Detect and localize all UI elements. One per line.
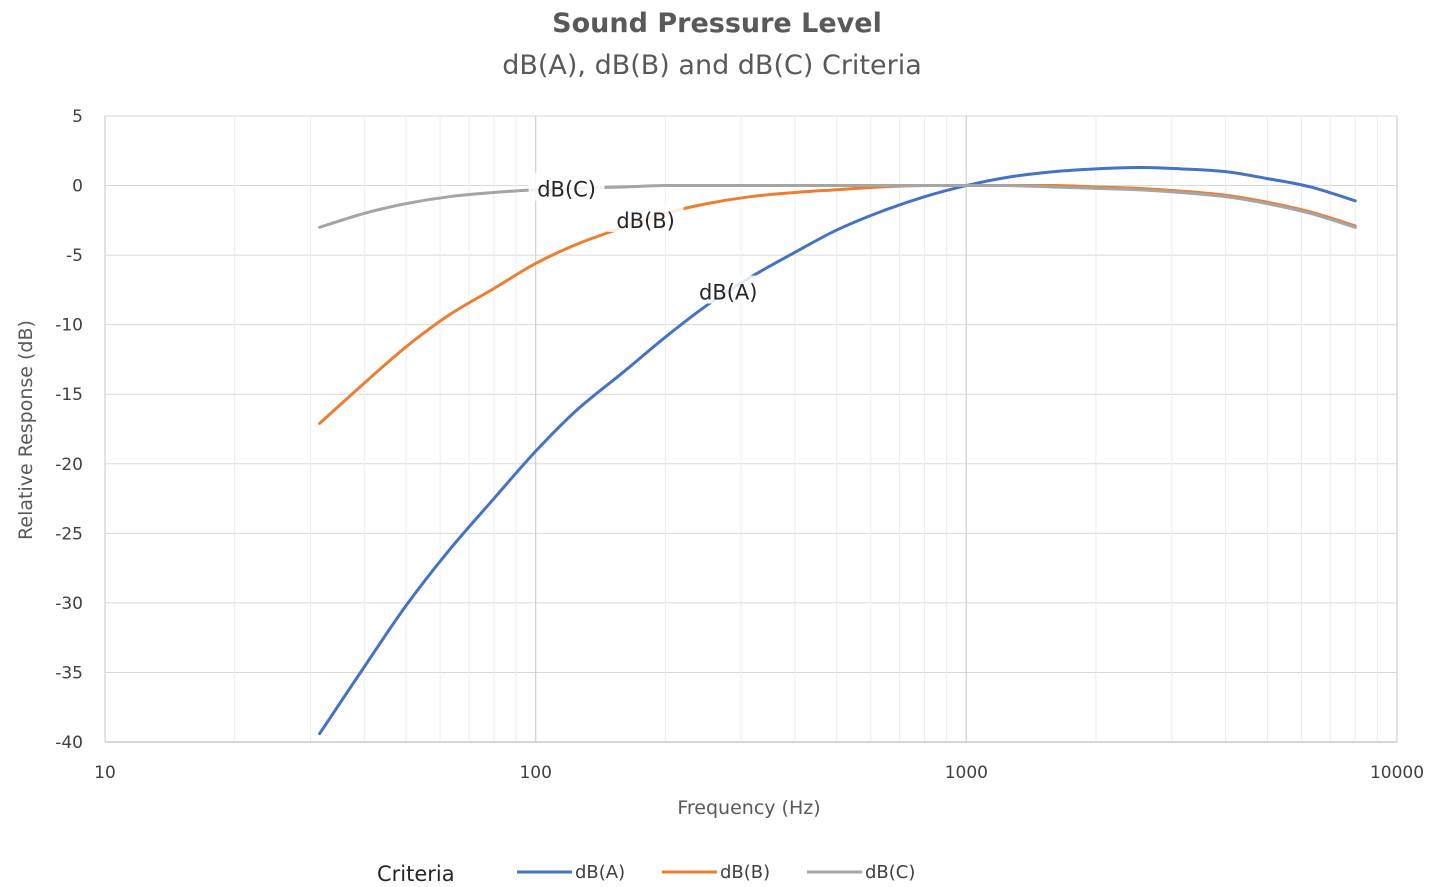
y-axis-ticks: 5 0 -5 -10 -15 -20 -25 -30 -35 -40 xyxy=(55,107,83,753)
x-tick-label: 100 xyxy=(519,763,551,783)
y-tick-label: -30 xyxy=(55,594,83,614)
chart-subtitle: dB(A), dB(B) and dB(C) Criteria xyxy=(502,50,922,81)
x-axis-ticks: 10 100 1000 10000 xyxy=(94,763,1424,783)
legend-label-dbb: dB(B) xyxy=(720,862,770,883)
chart-title: Sound Pressure Level xyxy=(552,8,882,39)
inline-label-dba: dB(A) xyxy=(699,281,758,305)
y-tick-label: 0 xyxy=(72,177,83,197)
legend-label-dbc: dB(C) xyxy=(865,862,915,883)
series-line-dbb xyxy=(318,183,1357,425)
x-tick-label: 10 xyxy=(94,763,116,783)
inline-label-bg-dbb xyxy=(607,203,684,232)
inline-label-dbb: dB(B) xyxy=(616,209,675,233)
y-axis-label: Relative Response (dB) xyxy=(15,320,37,540)
grid xyxy=(104,115,1398,743)
legend-title: Criteria xyxy=(377,862,455,886)
x-tick-label: 10000 xyxy=(1370,763,1424,783)
x-axis-label: Frequency (Hz) xyxy=(677,797,820,819)
y-tick-label: -10 xyxy=(55,316,83,336)
y-tick-label: -25 xyxy=(55,524,83,544)
y-tick-label: -5 xyxy=(66,246,83,266)
inline-label-dbc: dB(C) xyxy=(537,178,596,202)
y-tick-label: -35 xyxy=(55,663,83,683)
series-line-dbc xyxy=(318,183,1357,229)
inline-series-labels: dB(A) dB(B) dB(C) xyxy=(528,172,767,305)
series-line-dba xyxy=(318,165,1357,736)
inline-label-bg-dba xyxy=(690,275,767,304)
y-tick-label: -40 xyxy=(55,733,83,753)
y-tick-label: -15 xyxy=(55,385,83,405)
y-tick-label: 5 xyxy=(72,107,83,127)
inline-label-bg-dbc xyxy=(528,172,605,201)
x-tick-label: 1000 xyxy=(945,763,988,783)
series-lines xyxy=(318,165,1357,736)
legend: Criteria dB(A) dB(B) dB(C) xyxy=(377,862,915,886)
y-tick-label: -20 xyxy=(55,455,83,475)
legend-label-dba: dB(A) xyxy=(575,862,625,883)
